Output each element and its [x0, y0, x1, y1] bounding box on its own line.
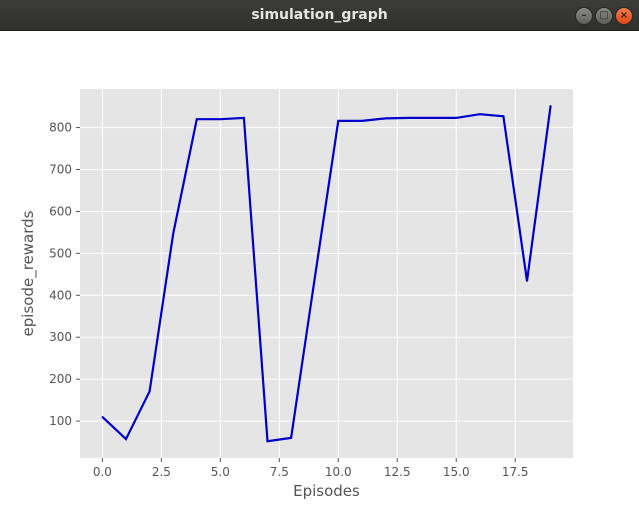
plot-area [80, 89, 573, 458]
series-line [101, 105, 552, 443]
x-tick-label: 17.5 [502, 465, 529, 479]
data-point [384, 117, 387, 120]
data-point [266, 440, 269, 443]
y-tick-label: 200 [49, 372, 72, 386]
y-tick-label: 600 [49, 204, 72, 218]
y-tick-label: 300 [49, 330, 72, 344]
data-point [337, 120, 340, 122]
x-tick-label: 0.0 [93, 465, 112, 479]
data-point [219, 118, 222, 120]
data-point [148, 390, 151, 393]
x-axis-label: Episodes [293, 482, 360, 500]
x-tick-label: 7.5 [270, 465, 289, 479]
y-tick-label: 100 [49, 414, 72, 428]
data-point [549, 104, 552, 107]
data-point [125, 438, 127, 440]
data-point [408, 117, 410, 119]
figure-canvas: 0.0 2.5 5.0 7.5 10.0 12.5 15.0 17.5 100 200 300 400… [0, 31, 639, 511]
data-point [313, 277, 316, 280]
x-tick-label: 2.5 [152, 465, 171, 479]
data-point [195, 118, 198, 120]
y-tick-label: 400 [49, 288, 72, 302]
data-point [526, 280, 528, 282]
y-tick-label: 500 [49, 246, 72, 260]
x-tick-label: 12.5 [384, 465, 411, 479]
data-point [502, 115, 505, 118]
window-title: simulation_graph [251, 7, 388, 23]
minimize-icon[interactable]: – [575, 7, 593, 25]
line-chart: 0.0 2.5 5.0 7.5 10.0 12.5 15.0 17.5 100 200 300 400… [19, 89, 573, 500]
x-tick-label: 10.0 [325, 465, 352, 479]
window-titlebar: simulation_graph – □ × [0, 0, 639, 31]
y-tick-label: 700 [49, 163, 72, 177]
y-axis-label: episode_rewards [19, 210, 38, 336]
data-point [479, 113, 481, 115]
data-point [361, 120, 363, 122]
x-tick-label: 15.0 [443, 465, 470, 479]
data-point [290, 437, 292, 439]
maximize-icon[interactable]: □ [595, 7, 613, 25]
data-point [172, 232, 174, 235]
data-point [243, 117, 245, 119]
data-point [455, 117, 458, 119]
close-icon[interactable]: × [615, 7, 633, 25]
data-point [101, 416, 104, 418]
data-point [431, 117, 434, 119]
y-tick-label: 800 [49, 121, 72, 135]
x-tick-label: 5.0 [211, 465, 230, 479]
